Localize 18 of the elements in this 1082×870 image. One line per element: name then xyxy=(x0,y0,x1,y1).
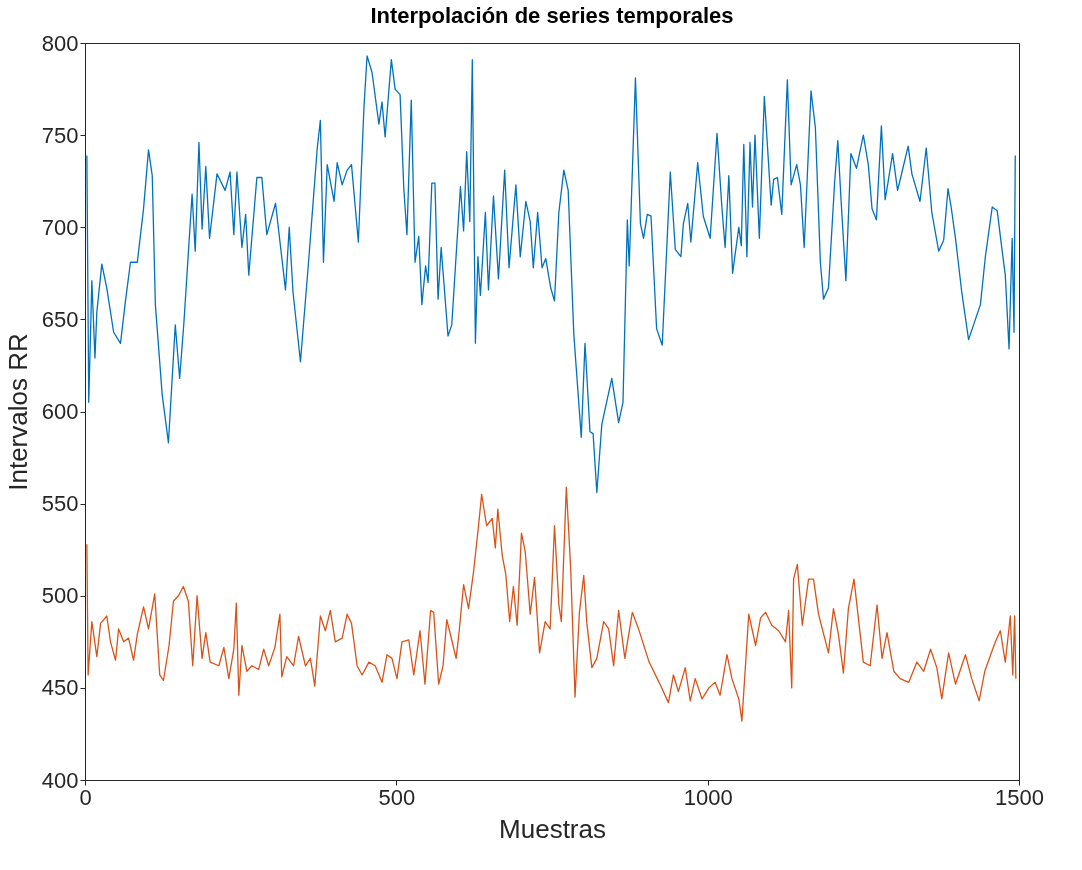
y-tick-label: 750 xyxy=(41,122,79,148)
line-series xyxy=(86,55,1016,494)
line-series xyxy=(86,486,1017,722)
x-tick-label: 0 xyxy=(79,784,92,810)
y-tick-label: 500 xyxy=(41,583,79,609)
y-axis-title: Intervalos RR xyxy=(2,333,33,491)
x-axis-title: Muestras xyxy=(499,813,606,844)
x-tick-label: 1000 xyxy=(683,784,733,810)
y-tick-label: 800 xyxy=(41,30,79,56)
y-tick-label: 600 xyxy=(41,399,79,424)
y-tick-label: 550 xyxy=(41,491,79,517)
x-tick-label: 1500 xyxy=(995,784,1044,810)
chart-title: Interpolación de series temporales xyxy=(370,3,734,28)
y-tick-label: 400 xyxy=(41,767,79,793)
y-tick-label: 700 xyxy=(41,214,79,240)
y-tick-label: 650 xyxy=(41,306,79,332)
y-tick-label: 450 xyxy=(41,675,79,701)
x-tick-label: 500 xyxy=(378,784,416,810)
